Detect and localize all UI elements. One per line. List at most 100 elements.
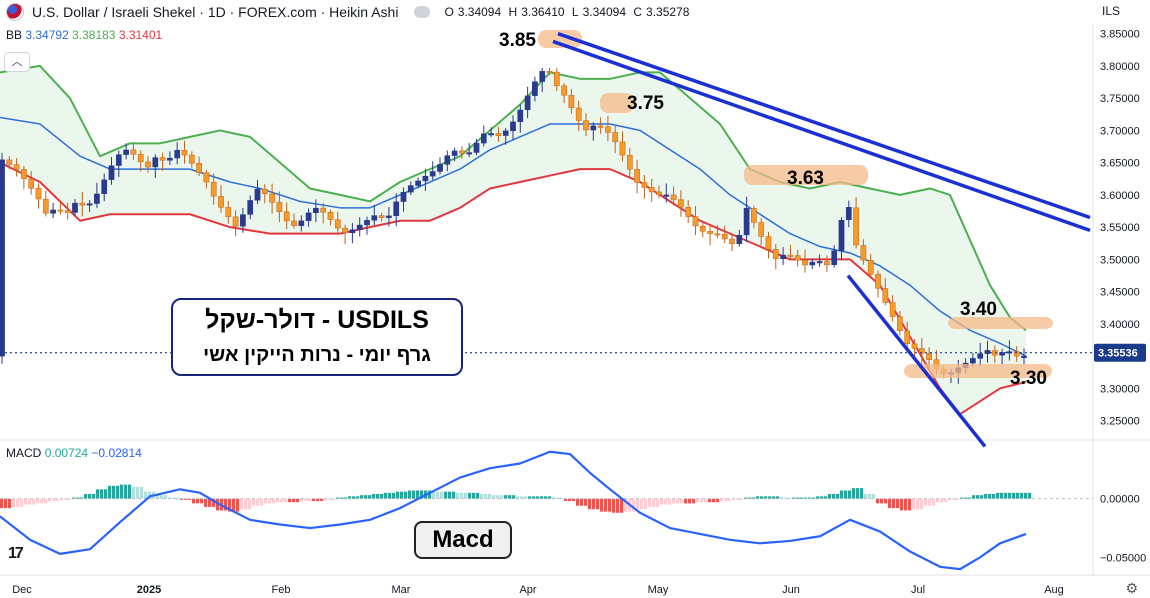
signal-value: −0.02814 bbox=[91, 446, 142, 460]
candle-body bbox=[568, 95, 575, 109]
candle-body bbox=[393, 201, 400, 216]
candle-body bbox=[634, 169, 640, 183]
close-value: 3.35278 bbox=[646, 5, 690, 19]
bb-legend[interactable]: BB 3.34792 3.38183 3.31401 bbox=[6, 28, 162, 42]
macd-hist-bar bbox=[96, 489, 100, 499]
macd-hist-bar bbox=[592, 498, 596, 510]
macd-hist-bar bbox=[520, 496, 524, 499]
candle-body bbox=[663, 194, 670, 197]
macd-histogram bbox=[0, 484, 1032, 513]
time-tick-label: May bbox=[648, 584, 669, 596]
macd-hist-bar bbox=[476, 492, 480, 499]
candle-body bbox=[699, 225, 706, 232]
candle-body bbox=[619, 141, 626, 156]
candle-body bbox=[685, 207, 692, 217]
macd-hist-bar bbox=[432, 491, 436, 499]
macd-hist-bar bbox=[812, 497, 816, 499]
macd-hist-bar bbox=[624, 498, 628, 512]
trend-line-3 bbox=[846, 274, 987, 448]
macd-hist-bar bbox=[0, 498, 4, 509]
macd-hist-bar bbox=[648, 498, 652, 507]
candle-body bbox=[276, 202, 283, 212]
trend-line-2 bbox=[552, 39, 1091, 233]
candle-body bbox=[480, 133, 487, 144]
macd-hist-bar bbox=[112, 485, 116, 499]
macd-hist-bar bbox=[32, 498, 36, 505]
candle-body bbox=[824, 261, 830, 266]
tradingview-logo-icon[interactable]: 17 bbox=[8, 545, 24, 562]
candle-body bbox=[196, 163, 202, 173]
macd-hist-bar bbox=[916, 498, 920, 510]
candle-body bbox=[159, 157, 166, 161]
candle-body bbox=[626, 155, 633, 170]
macd-hist-bar bbox=[696, 498, 700, 503]
candle-body bbox=[553, 71, 560, 87]
macd-hist-bar bbox=[692, 498, 696, 504]
candle-body bbox=[751, 208, 757, 223]
candle-body bbox=[188, 154, 195, 164]
macd-hist-bar bbox=[676, 498, 680, 504]
macd-hist-bar bbox=[872, 494, 876, 499]
candle-body bbox=[240, 214, 246, 227]
macd-hist-bar bbox=[552, 497, 556, 499]
macd-hist-bar bbox=[588, 498, 592, 510]
macd-hist-bar bbox=[268, 498, 272, 504]
last-price-badge bbox=[1094, 343, 1146, 362]
macd-hist-bar bbox=[416, 490, 420, 499]
macd-hist-bar bbox=[936, 498, 940, 503]
macd-hist-bar bbox=[164, 495, 168, 499]
us-il-flag-icon bbox=[6, 3, 24, 21]
macd-hist-bar bbox=[1028, 492, 1032, 499]
macd-hist-bar bbox=[744, 497, 748, 499]
macd-hist-bar bbox=[740, 498, 744, 500]
macd-hist-bar bbox=[536, 496, 540, 499]
price-tick-label: 3.40000 bbox=[1100, 319, 1140, 331]
candle-body bbox=[123, 149, 129, 155]
candle-body bbox=[831, 250, 838, 265]
currency-label: ILS bbox=[1101, 4, 1120, 18]
macd-hist-bar bbox=[948, 498, 952, 500]
macd-hist-bar bbox=[884, 498, 888, 504]
candle-body bbox=[28, 178, 35, 189]
time-tick-label: Apr bbox=[519, 584, 536, 596]
macd-hist-bar bbox=[228, 498, 232, 512]
macd-hist-bar bbox=[708, 498, 712, 503]
macd-hist-bar bbox=[148, 491, 152, 499]
candle-body bbox=[758, 222, 765, 237]
macd-hist-bar bbox=[720, 498, 724, 502]
price-tick-label: 3.65000 bbox=[1100, 158, 1140, 170]
candle-body bbox=[218, 196, 224, 208]
symbol-title[interactable]: U.S. Dollar / Israeli Shekel · 1D · FORE… bbox=[32, 4, 399, 20]
macd-hist-bar bbox=[188, 498, 192, 500]
open-label: O bbox=[444, 5, 454, 19]
candle-body bbox=[984, 350, 991, 354]
macd-hist-bar bbox=[204, 498, 208, 507]
gear-icon[interactable]: ⚙ bbox=[1125, 580, 1138, 596]
macd-hist-bar bbox=[920, 498, 924, 510]
candle-body bbox=[145, 161, 151, 168]
macd-hist-bar bbox=[56, 498, 60, 502]
candle-body bbox=[13, 164, 20, 170]
macd-hist-bar bbox=[472, 492, 476, 499]
macd-hist-bar bbox=[484, 494, 488, 499]
macd-hist-bar bbox=[524, 496, 528, 499]
macd-hist-bar bbox=[876, 498, 880, 504]
candle-body bbox=[57, 209, 64, 212]
macd-hist-bar bbox=[1012, 492, 1016, 499]
candle-body bbox=[429, 171, 436, 177]
candle-body bbox=[714, 233, 721, 236]
candle-body bbox=[648, 186, 655, 193]
macd-hist-bar bbox=[292, 498, 296, 503]
candle-body bbox=[970, 358, 976, 364]
candle-body bbox=[670, 194, 677, 200]
chevron-up-icon[interactable]: ︿ bbox=[4, 52, 30, 72]
macd-hist-bar bbox=[212, 498, 216, 507]
macd-hist-bar bbox=[792, 497, 796, 499]
candle-body bbox=[546, 70, 553, 73]
macd-hist-bar bbox=[216, 498, 220, 511]
macd-legend[interactable]: MACD 0.00724 −0.02814 bbox=[6, 446, 142, 460]
visibility-icon[interactable] bbox=[414, 6, 431, 18]
candle-body bbox=[72, 202, 78, 213]
price-tick-label: 3.30000 bbox=[1100, 383, 1140, 395]
